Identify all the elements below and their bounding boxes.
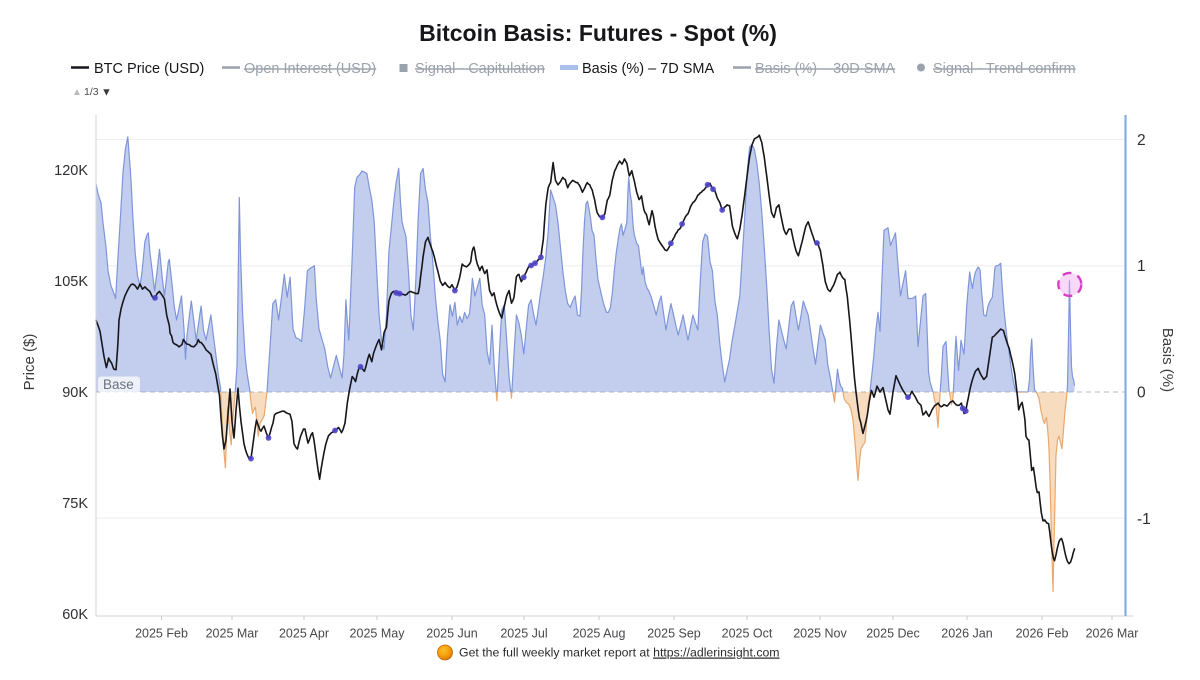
- svg-text:1: 1: [1137, 258, 1146, 275]
- svg-text:Price ($): Price ($): [21, 334, 38, 391]
- svg-text:2: 2: [1137, 132, 1146, 149]
- svg-text:2025 Jul: 2025 Jul: [500, 627, 547, 641]
- svg-text:2025 Apr: 2025 Apr: [279, 627, 329, 641]
- svg-text:Basis (%) – 30D SMA: Basis (%) – 30D SMA: [755, 61, 896, 77]
- svg-text:0: 0: [1137, 385, 1146, 402]
- svg-text:1/3: 1/3: [84, 86, 99, 98]
- svg-text:▲: ▲: [72, 87, 82, 98]
- svg-text:Basis (%) – 7D SMA: Basis (%) – 7D SMA: [582, 61, 714, 77]
- svg-text:2025 Feb: 2025 Feb: [135, 627, 188, 641]
- svg-text:2025 Mar: 2025 Mar: [206, 627, 259, 641]
- svg-text:BTC Price (USD): BTC Price (USD): [94, 61, 204, 77]
- svg-text:2025 Sep: 2025 Sep: [647, 627, 701, 641]
- svg-text:75K: 75K: [62, 496, 88, 512]
- svg-text:2026 Mar: 2026 Mar: [1086, 627, 1139, 641]
- svg-text:2025 Nov: 2025 Nov: [793, 627, 847, 641]
- svg-text:Signal - Trend-confirm: Signal - Trend-confirm: [933, 61, 1076, 77]
- svg-text:Bitcoin Basis: Futures - Spot: Bitcoin Basis: Futures - Spot (%): [419, 20, 777, 46]
- svg-text:2025 Aug: 2025 Aug: [573, 627, 626, 641]
- svg-text:2025 May: 2025 May: [350, 627, 406, 641]
- svg-text:90K: 90K: [62, 385, 88, 401]
- svg-text:▼: ▼: [101, 87, 112, 99]
- svg-text:2026 Feb: 2026 Feb: [1016, 627, 1069, 641]
- svg-text:Open Interest (USD): Open Interest (USD): [244, 61, 376, 77]
- svg-text:60K: 60K: [62, 607, 88, 623]
- svg-text:120K: 120K: [54, 163, 88, 179]
- svg-text:Basis (%): Basis (%): [1159, 328, 1176, 392]
- svg-text:Base: Base: [103, 377, 134, 392]
- svg-text:Signal - Capitulation: Signal - Capitulation: [415, 61, 545, 77]
- svg-text:2025 Dec: 2025 Dec: [866, 627, 920, 641]
- svg-text:2025 Jun: 2025 Jun: [426, 627, 477, 641]
- svg-text:2026 Jan: 2026 Jan: [941, 627, 992, 641]
- svg-text:105K: 105K: [54, 274, 88, 290]
- svg-text:Get the full weekly market rep: Get the full weekly market report at htt…: [459, 646, 780, 660]
- svg-text:-1: -1: [1137, 511, 1151, 528]
- svg-text:2025 Oct: 2025 Oct: [722, 627, 773, 641]
